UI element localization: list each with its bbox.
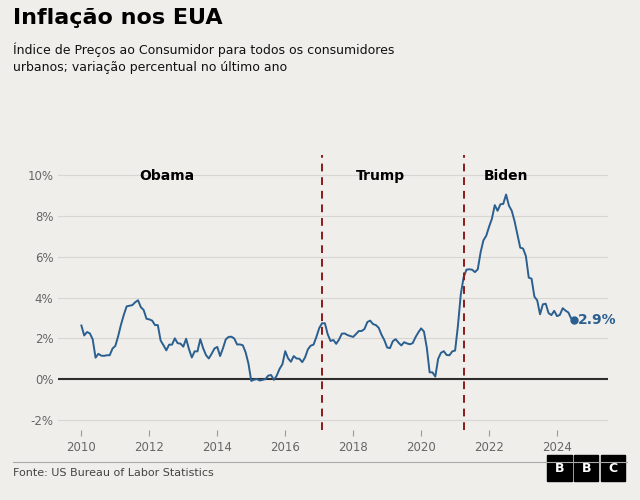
Text: Trump: Trump	[356, 170, 405, 183]
Text: Fonte: US Bureau of Labor Statistics: Fonte: US Bureau of Labor Statistics	[13, 468, 214, 477]
Text: Índice de Preços ao Consumidor para todos os consumidores
urbanos; variação perc: Índice de Preços ao Consumidor para todo…	[13, 42, 394, 74]
Text: 2.9%: 2.9%	[578, 313, 617, 327]
Text: B: B	[555, 462, 564, 474]
Text: C: C	[609, 462, 618, 474]
Text: Obama: Obama	[139, 170, 194, 183]
Text: Biden: Biden	[484, 170, 529, 183]
Text: B: B	[582, 462, 591, 474]
Text: Inflação nos EUA: Inflação nos EUA	[13, 8, 223, 28]
